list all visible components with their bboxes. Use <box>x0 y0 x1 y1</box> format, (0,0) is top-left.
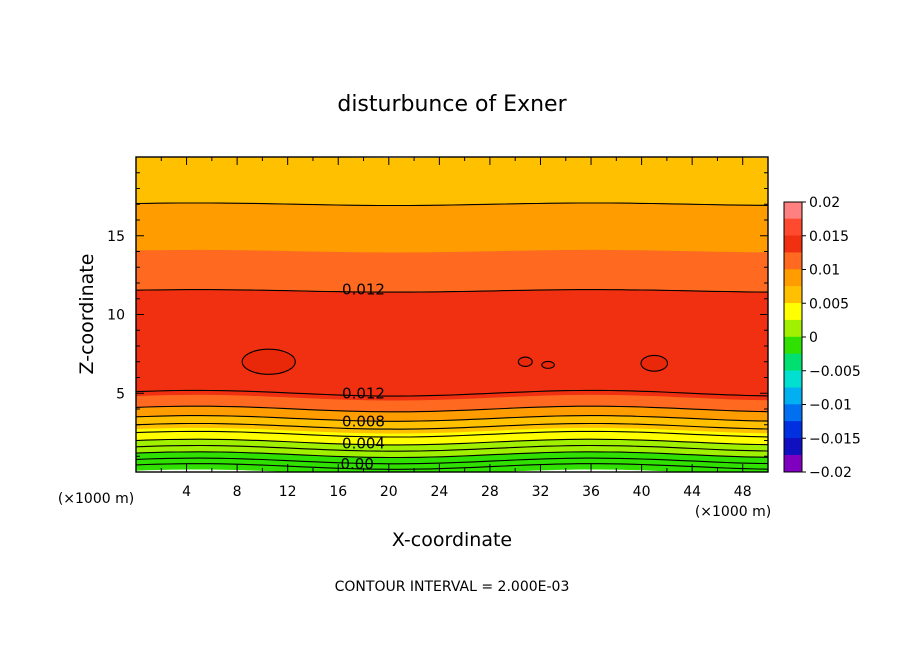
y-axis-unit: (×1000 m) <box>58 491 134 507</box>
colorbar-label-1: 0.015 <box>809 229 849 245</box>
colorbar-band-1 <box>783 218 803 236</box>
contour-band-3 <box>136 289 768 332</box>
contour-line-6 <box>136 430 768 438</box>
colorbar-band-10 <box>783 370 803 388</box>
colorbar-band-8 <box>783 336 803 355</box>
colorbar-label-5: −0.005 <box>809 364 861 380</box>
colorbar-band-5 <box>783 286 803 304</box>
x-tick-label-20: 20 <box>380 484 398 500</box>
closed-contour-2 <box>541 360 555 369</box>
contour-label-0: 0.012 <box>342 280 385 298</box>
colorbar-band-4 <box>783 269 803 287</box>
contour-labels: 0.012 0.012 0.008 0.004 0.00 <box>340 280 385 473</box>
y-axis-ticks: 5 10 15 <box>107 172 768 457</box>
x-tick-label-44: 44 <box>683 484 701 500</box>
colorbar-label-7: −0.015 <box>809 431 861 447</box>
contour-lines <box>136 202 768 470</box>
x-axis-unit: (×1000 m) <box>695 504 771 520</box>
contour-fill-field <box>136 157 768 472</box>
x-tick-label-24: 24 <box>430 484 448 500</box>
y-tick-label-10: 10 <box>107 308 125 324</box>
colorbar-label-4: 0 <box>809 330 818 346</box>
x-tick-label-4: 4 <box>182 484 191 500</box>
x-tick-label-12: 12 <box>279 484 297 500</box>
closed-contour-3 <box>640 354 669 372</box>
contour-line-0 <box>136 202 768 207</box>
x-tick-label-48: 48 <box>734 484 752 500</box>
contour-interval-note: CONTOUR INTERVAL = 2.000E-03 <box>335 579 570 595</box>
x-axis-title: X-coordinate <box>392 529 512 551</box>
y-tick-label-5: 5 <box>116 386 125 402</box>
contour-line-4 <box>136 415 768 422</box>
contour-line-7 <box>136 438 768 446</box>
colorbar-band-14 <box>783 438 803 456</box>
contour-band-0 <box>136 157 768 206</box>
contour-line-9 <box>136 451 768 459</box>
contour-line-5 <box>136 422 768 430</box>
colorbar-label-8: −0.02 <box>809 465 852 481</box>
contour-line-1 <box>136 289 768 293</box>
contour-line-2 <box>136 389 768 397</box>
chart-title: disturbunce of Exner <box>337 92 567 117</box>
colorbar-tick-labels: 0.02 0.015 0.01 0.005 0 −0.005 −0.01 −0.015 −0.0… <box>802 195 861 481</box>
contour-line-10 <box>136 457 768 465</box>
colorbar-band-7 <box>783 319 803 338</box>
contour-line-11 <box>136 463 768 470</box>
contour-band-1 <box>136 202 768 254</box>
closed-contour-1 <box>517 356 533 368</box>
contour-band-4 <box>136 328 768 389</box>
contour-label-1: 0.012 <box>342 384 385 402</box>
x-tick-label-28: 28 <box>481 484 499 500</box>
colorbar <box>783 201 803 473</box>
contour-label-4: 0.00 <box>340 455 373 473</box>
colorbar-band-11 <box>783 387 803 405</box>
contour-label-2: 0.008 <box>342 413 385 431</box>
colorbar-label-6: −0.01 <box>809 398 852 414</box>
closed-contour-0 <box>241 348 296 375</box>
contour-line-3 <box>136 405 768 413</box>
y-tick-label-15: 15 <box>107 229 125 245</box>
colorbar-band-0 <box>783 201 803 220</box>
x-axis-ticks: 4 8 12 16 20 24 28 32 36 40 44 48 <box>160 157 752 500</box>
x-tick-label-36: 36 <box>582 484 600 500</box>
colorbar-label-0: 0.02 <box>809 195 840 211</box>
colorbar-label-2: 0.01 <box>809 263 840 279</box>
x-tick-label-8: 8 <box>233 484 242 500</box>
colorbar-band-12 <box>783 404 803 422</box>
colorbar-band-6 <box>783 303 803 321</box>
colorbar-label-3: 0.005 <box>809 296 849 312</box>
colorbar-band-3 <box>783 252 803 270</box>
x-tick-label-32: 32 <box>532 484 550 500</box>
colorbar-band-9 <box>783 353 803 371</box>
y-axis-title: Z-coordinate <box>76 254 98 375</box>
x-tick-label-40: 40 <box>633 484 651 500</box>
contour-band-2 <box>136 249 768 293</box>
colorbar-band-13 <box>783 421 803 439</box>
x-tick-label-16: 16 <box>329 484 347 500</box>
contour-line-8 <box>136 444 768 452</box>
contour-label-3: 0.004 <box>342 435 385 453</box>
colorbar-band-15 <box>783 454 803 473</box>
colorbar-band-2 <box>783 235 803 253</box>
